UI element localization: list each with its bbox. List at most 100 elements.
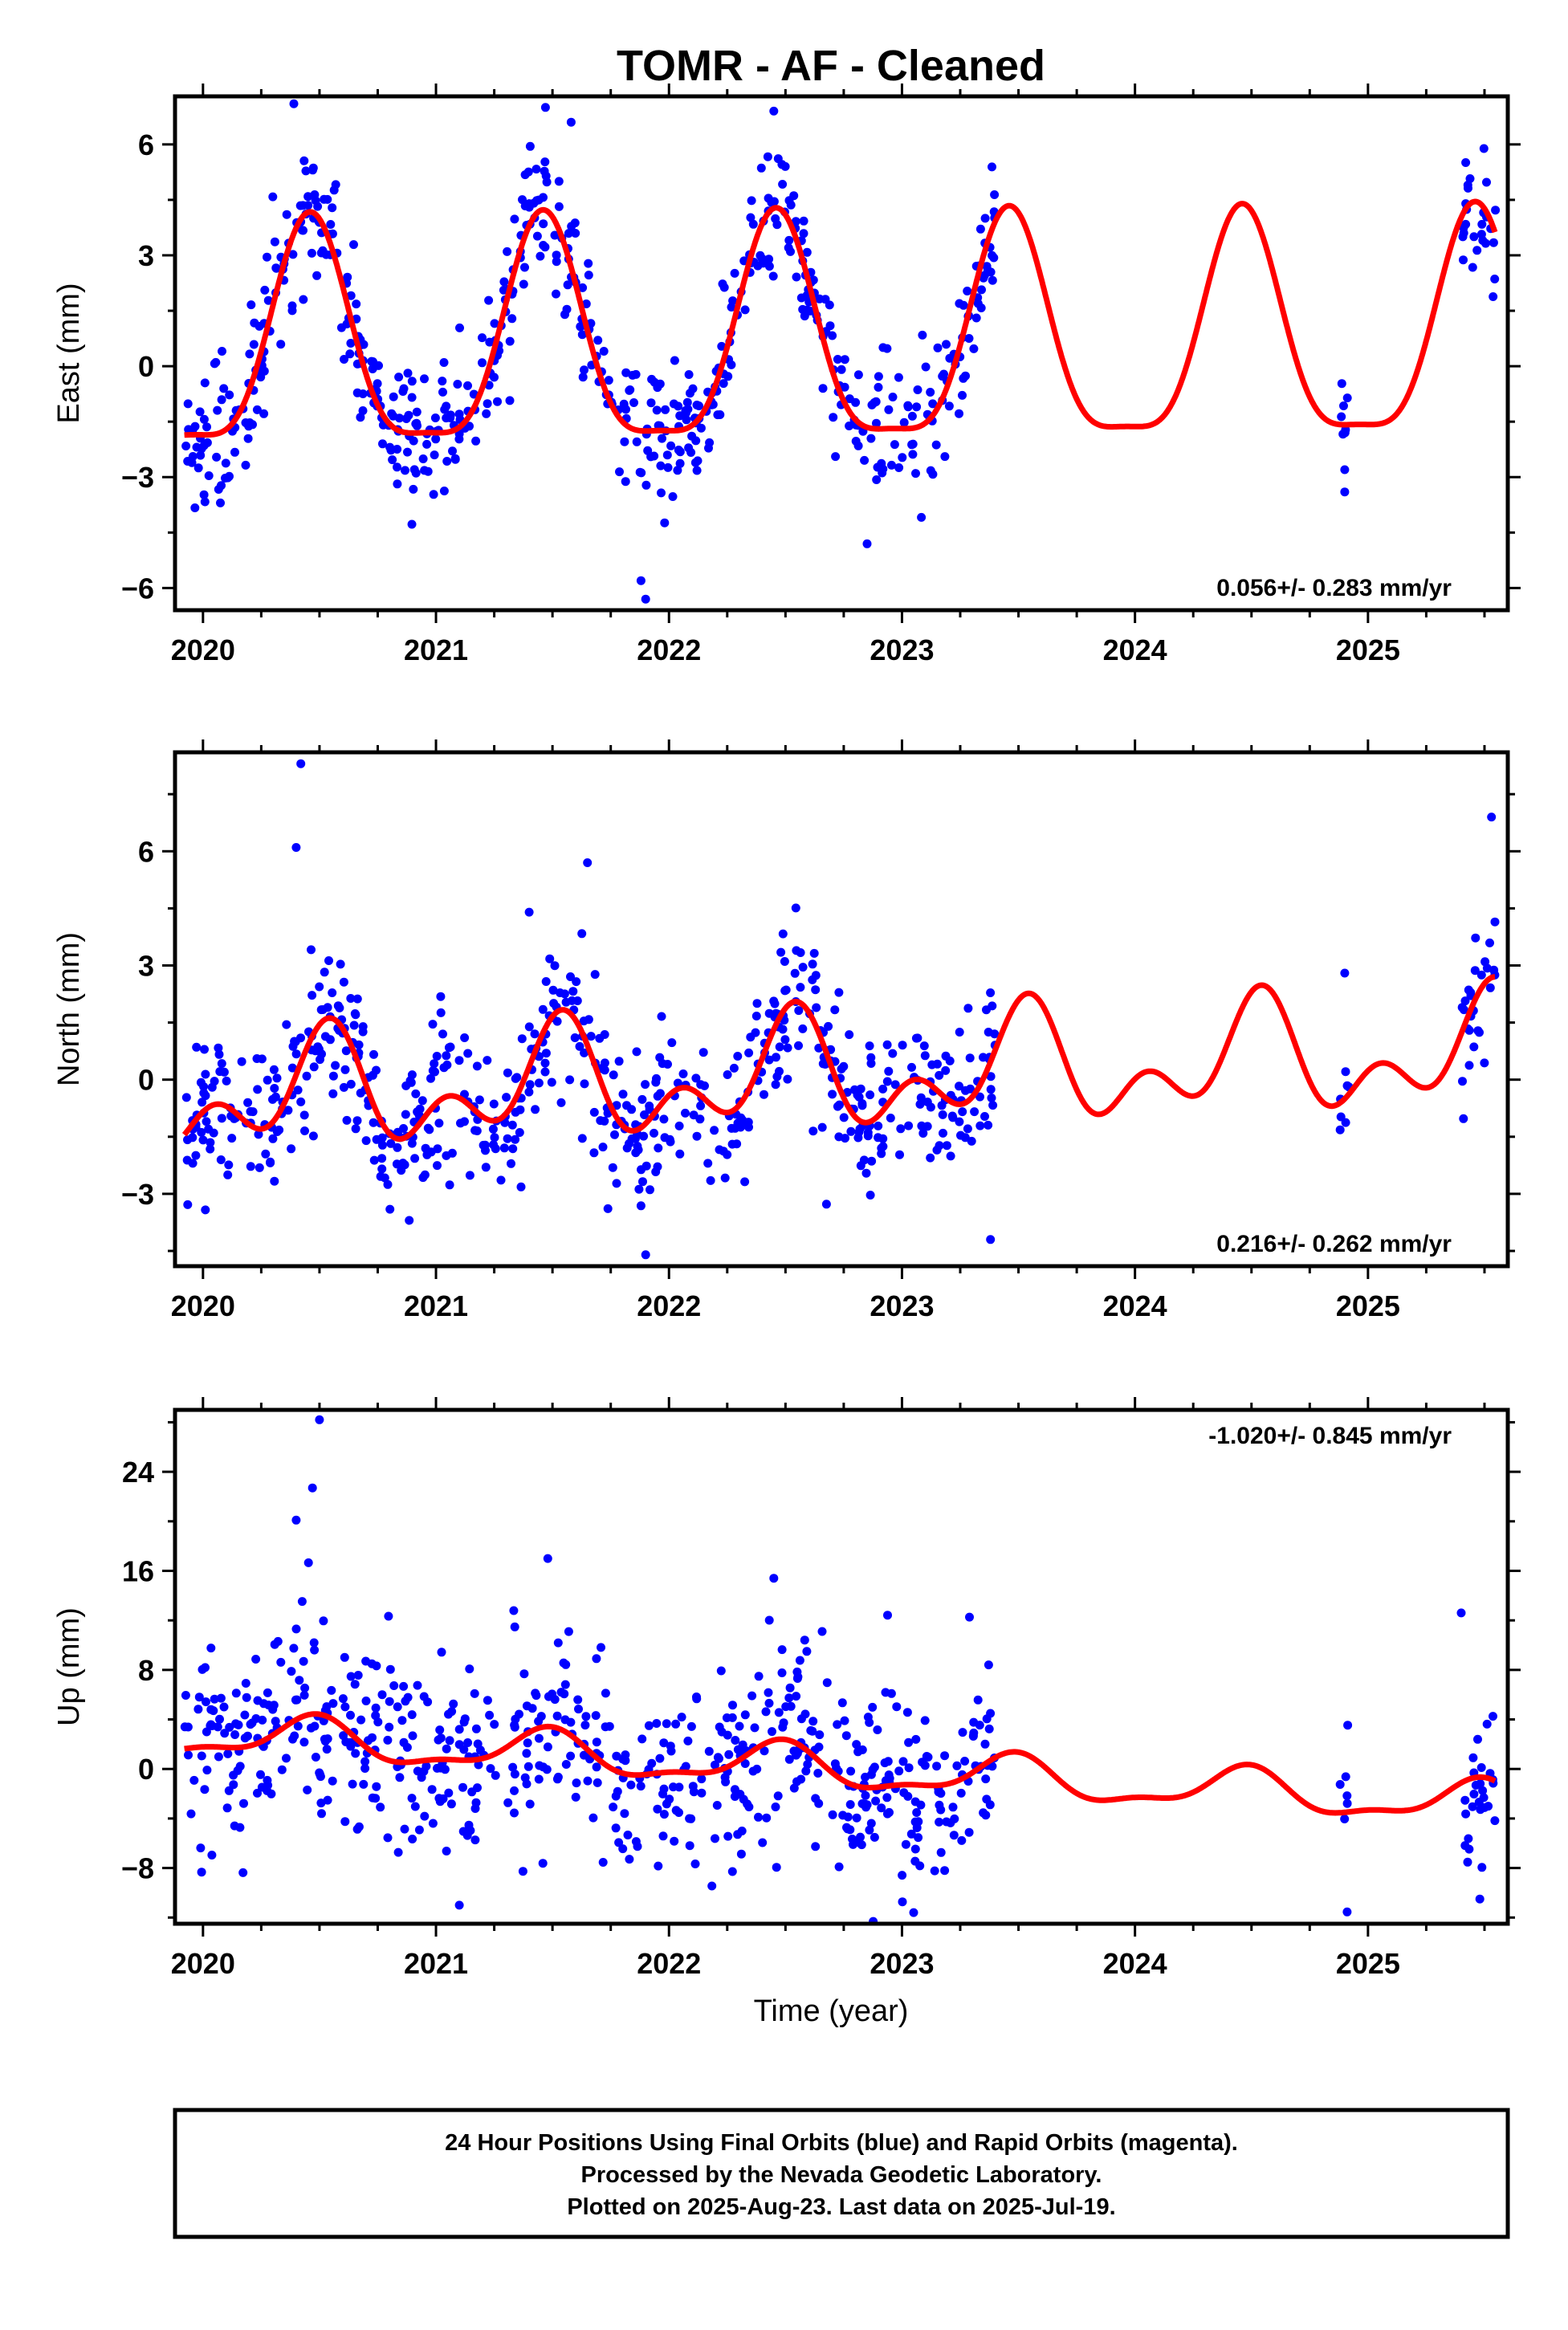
data-point — [560, 1680, 570, 1689]
data-point — [1473, 1026, 1483, 1036]
data-point — [727, 303, 736, 312]
data-point — [571, 229, 580, 238]
data-point — [219, 384, 229, 393]
data-point — [882, 1793, 892, 1802]
data-point — [538, 1004, 548, 1014]
data-point — [518, 1867, 527, 1876]
data-point — [349, 240, 358, 250]
data-point — [474, 1760, 483, 1770]
data-point — [937, 1101, 947, 1110]
data-point — [230, 1730, 240, 1739]
data-point — [454, 409, 464, 419]
data-point — [662, 450, 672, 460]
data-point — [882, 1809, 892, 1819]
data-point — [184, 1750, 193, 1760]
data-point — [977, 285, 986, 295]
data-point — [764, 193, 773, 203]
data-point — [682, 397, 692, 407]
data-point — [387, 409, 397, 418]
data-point — [612, 1179, 621, 1188]
data-point — [762, 1813, 772, 1823]
data-point — [540, 166, 549, 176]
data-point — [437, 1648, 446, 1657]
data-point — [625, 385, 634, 395]
data-point — [940, 1751, 950, 1761]
data-point — [287, 306, 297, 316]
data-point — [659, 1738, 669, 1748]
data-point — [580, 1721, 590, 1730]
data-point — [928, 470, 938, 479]
data-point — [1480, 1058, 1489, 1068]
data-point — [210, 1694, 219, 1704]
data-point — [772, 1053, 780, 1062]
data-point — [235, 1762, 245, 1771]
data-point — [814, 1742, 824, 1752]
data-point — [540, 157, 550, 167]
data-point — [219, 1067, 229, 1077]
data-point — [393, 1127, 402, 1137]
data-point — [878, 1084, 888, 1094]
data-point — [800, 1635, 809, 1645]
data-point — [718, 279, 727, 289]
data-point — [478, 358, 487, 368]
data-point — [566, 117, 576, 127]
data-point — [1490, 917, 1500, 927]
data-point — [586, 1032, 596, 1041]
data-point — [353, 1671, 363, 1680]
x-tick-label: 2020 — [171, 1947, 235, 1980]
data-point — [377, 1164, 387, 1174]
data-point — [674, 1121, 684, 1130]
data-point — [772, 220, 782, 230]
data-point — [727, 1139, 737, 1149]
data-point — [181, 1691, 190, 1700]
data-point — [763, 152, 772, 161]
data-point — [1459, 1114, 1468, 1123]
data-point — [719, 379, 728, 389]
data-point — [331, 180, 340, 189]
data-point — [409, 484, 418, 494]
y-tick-label: 3 — [138, 949, 154, 982]
data-point — [577, 929, 587, 939]
up-plot-area — [180, 1415, 1500, 1924]
data-point — [349, 1020, 359, 1030]
data-point — [254, 1130, 263, 1139]
data-point — [1477, 219, 1487, 229]
data-point — [407, 1070, 417, 1080]
data-point — [963, 1124, 972, 1134]
data-point — [478, 333, 487, 343]
data-point — [961, 1086, 970, 1095]
data-point — [882, 1077, 892, 1086]
data-point — [661, 405, 670, 414]
data-point — [817, 1627, 827, 1636]
data-point — [903, 1791, 913, 1801]
data-point — [490, 373, 499, 382]
data-point — [413, 1766, 422, 1776]
data-point — [310, 1645, 320, 1655]
data-point — [565, 1075, 575, 1085]
data-point — [217, 395, 226, 405]
data-point — [303, 201, 313, 210]
data-point — [853, 370, 863, 380]
data-point — [723, 1070, 732, 1079]
data-point — [316, 1772, 325, 1782]
data-point — [735, 1721, 744, 1731]
data-point — [427, 1785, 437, 1794]
data-point — [253, 1788, 262, 1798]
data-point — [828, 1810, 837, 1819]
data-point — [181, 442, 191, 450]
data-point — [805, 306, 815, 316]
data-point — [541, 1049, 551, 1058]
data-point — [524, 1022, 534, 1032]
data-point — [446, 1799, 456, 1809]
data-point — [1457, 1003, 1467, 1012]
data-point — [965, 1053, 975, 1063]
data-point — [659, 1114, 669, 1124]
data-point — [811, 1794, 821, 1803]
data-point — [405, 1216, 414, 1225]
data-point — [385, 1664, 395, 1674]
data-point — [351, 1749, 360, 1758]
east-model-curve — [182, 198, 1498, 438]
data-point — [216, 498, 225, 507]
data-point — [772, 1072, 782, 1081]
data-point — [489, 1099, 499, 1109]
